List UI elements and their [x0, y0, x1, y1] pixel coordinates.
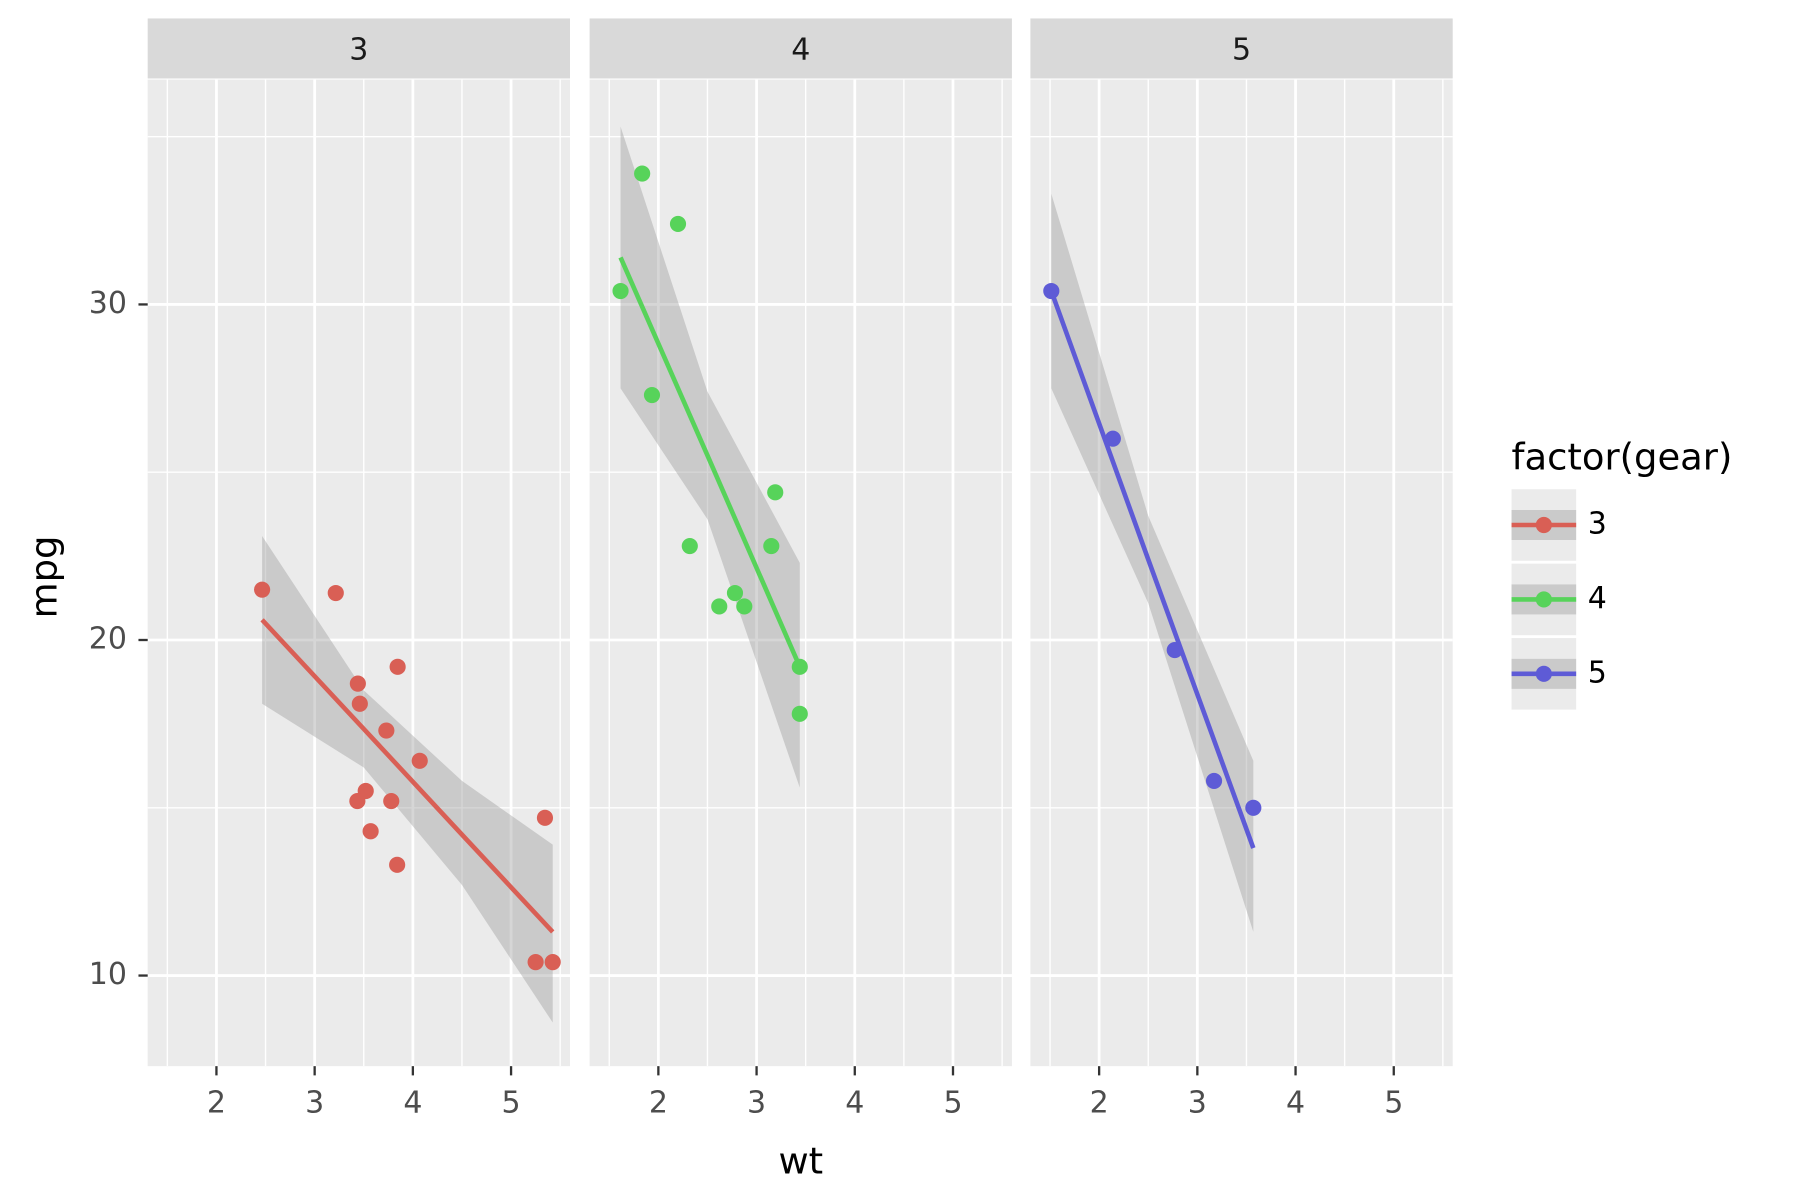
point — [634, 165, 651, 182]
point — [383, 792, 400, 810]
x-tick-label: 4 — [1286, 1086, 1305, 1121]
point — [378, 722, 395, 739]
legend-point — [1535, 665, 1552, 682]
y-tick-label: 10 — [89, 957, 127, 992]
point — [763, 537, 780, 555]
point — [736, 598, 753, 615]
x-tick-label: 5 — [502, 1086, 521, 1121]
x-tick-label: 5 — [1384, 1086, 1403, 1121]
point — [327, 584, 344, 602]
facet-label: 4 — [791, 32, 810, 67]
point — [711, 598, 728, 615]
point — [389, 658, 406, 675]
legend-label: 5 — [1588, 655, 1607, 690]
point — [254, 581, 271, 598]
x-tick-label: 3 — [305, 1086, 324, 1121]
point — [669, 215, 687, 232]
legend-label: 3 — [1588, 507, 1607, 542]
y-tick-label: 30 — [89, 286, 127, 321]
point — [349, 675, 366, 692]
facet-strip — [589, 18, 1012, 79]
point — [612, 282, 629, 300]
facet-label: 3 — [349, 32, 368, 67]
x-tick-label: 3 — [1188, 1086, 1207, 1121]
point — [791, 705, 808, 722]
point — [389, 856, 406, 873]
panel-background — [1030, 79, 1453, 1067]
fit-line — [618, 256, 802, 668]
point — [681, 537, 698, 555]
legend-point — [1535, 591, 1552, 608]
x-tick-label: 2 — [649, 1086, 668, 1121]
facet-strip — [1030, 18, 1453, 79]
fit-line — [1049, 290, 1256, 849]
y-tick-label: 20 — [89, 621, 127, 656]
x-tick-label: 5 — [943, 1086, 962, 1121]
point — [411, 752, 428, 769]
legend-label: 4 — [1588, 581, 1607, 616]
point — [527, 954, 544, 971]
point — [767, 484, 784, 501]
point — [643, 386, 661, 404]
x-tick-label: 2 — [207, 1086, 226, 1121]
x-tick-label: 3 — [747, 1086, 766, 1121]
confidence-band — [1051, 193, 1254, 932]
x-tick-label: 4 — [845, 1086, 864, 1121]
legend-point — [1535, 516, 1552, 534]
x-tick-label: 2 — [1090, 1086, 1109, 1121]
point — [362, 823, 379, 840]
facet-strip — [147, 18, 570, 79]
legend-title: factor(gear) — [1512, 436, 1733, 479]
point — [536, 809, 554, 826]
point — [544, 954, 561, 971]
y-axis-title: mpg — [23, 536, 66, 619]
point — [1205, 772, 1223, 790]
point — [726, 584, 744, 602]
point — [1104, 430, 1121, 447]
x-axis-title: wt — [778, 1140, 823, 1183]
point — [1245, 799, 1262, 816]
fit-line — [260, 618, 555, 934]
facet-label: 5 — [1232, 32, 1251, 67]
panel-background — [589, 79, 1012, 1067]
point — [351, 695, 368, 712]
point — [349, 792, 366, 810]
panel-background — [147, 79, 570, 1067]
x-tick-label: 4 — [403, 1086, 422, 1121]
